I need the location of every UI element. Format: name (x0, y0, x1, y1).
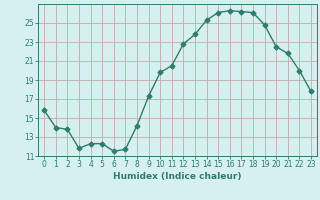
X-axis label: Humidex (Indice chaleur): Humidex (Indice chaleur) (113, 172, 242, 181)
